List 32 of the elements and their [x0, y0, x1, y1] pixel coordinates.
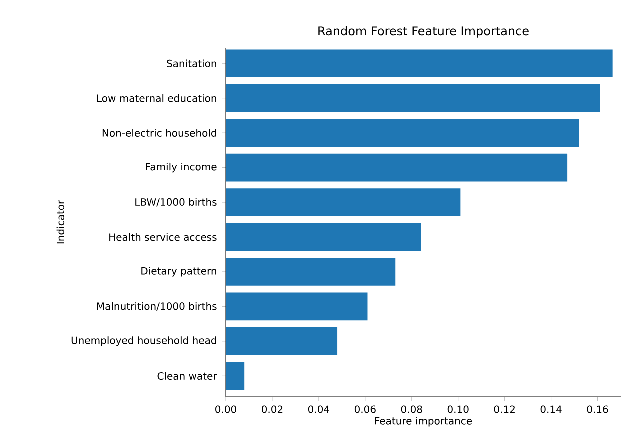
x-axis-title: Feature importance — [375, 417, 472, 427]
bar — [226, 223, 422, 252]
y-tick-label: Sanitation — [167, 60, 216, 68]
bar — [226, 50, 613, 78]
bar — [226, 292, 368, 321]
x-tick-label: 0.06 — [354, 406, 376, 414]
y-tick-label: Family income — [146, 162, 217, 173]
y-tick-label: Dietary pattern — [142, 267, 216, 277]
bar — [226, 258, 396, 286]
x-tick-label: 0.08 — [401, 406, 422, 414]
x-tick-label: 0.12 — [494, 406, 515, 414]
y-tick-label: LBW/1000 births — [136, 198, 217, 207]
bar — [226, 84, 600, 112]
y-tick-label: Non-electric household — [102, 129, 216, 137]
bar — [226, 188, 461, 216]
x-tick-label: 0.16 — [587, 406, 608, 414]
y-tick-label: Low maternal education — [97, 94, 216, 102]
x-tick-label: 0.04 — [308, 406, 330, 414]
chart-title: Random Forest Feature Importance — [318, 26, 529, 38]
x-tick-label: 0.10 — [448, 406, 469, 414]
y-tick-label: Clean water — [158, 372, 218, 380]
y-axis-title: Indicator — [56, 200, 65, 244]
y-tick-label: Malnutrition/1000 births — [97, 302, 217, 311]
bar — [226, 362, 245, 390]
bar — [226, 328, 338, 356]
bar — [226, 154, 568, 182]
x-tick-label: 0.14 — [540, 406, 562, 414]
y-tick-label: Unemployed household head — [72, 336, 216, 346]
y-tick-label: Health service access — [110, 233, 217, 242]
x-tick-label: 0.00 — [216, 406, 236, 414]
bar — [226, 119, 580, 147]
x-tick-label: 0.02 — [262, 406, 283, 414]
